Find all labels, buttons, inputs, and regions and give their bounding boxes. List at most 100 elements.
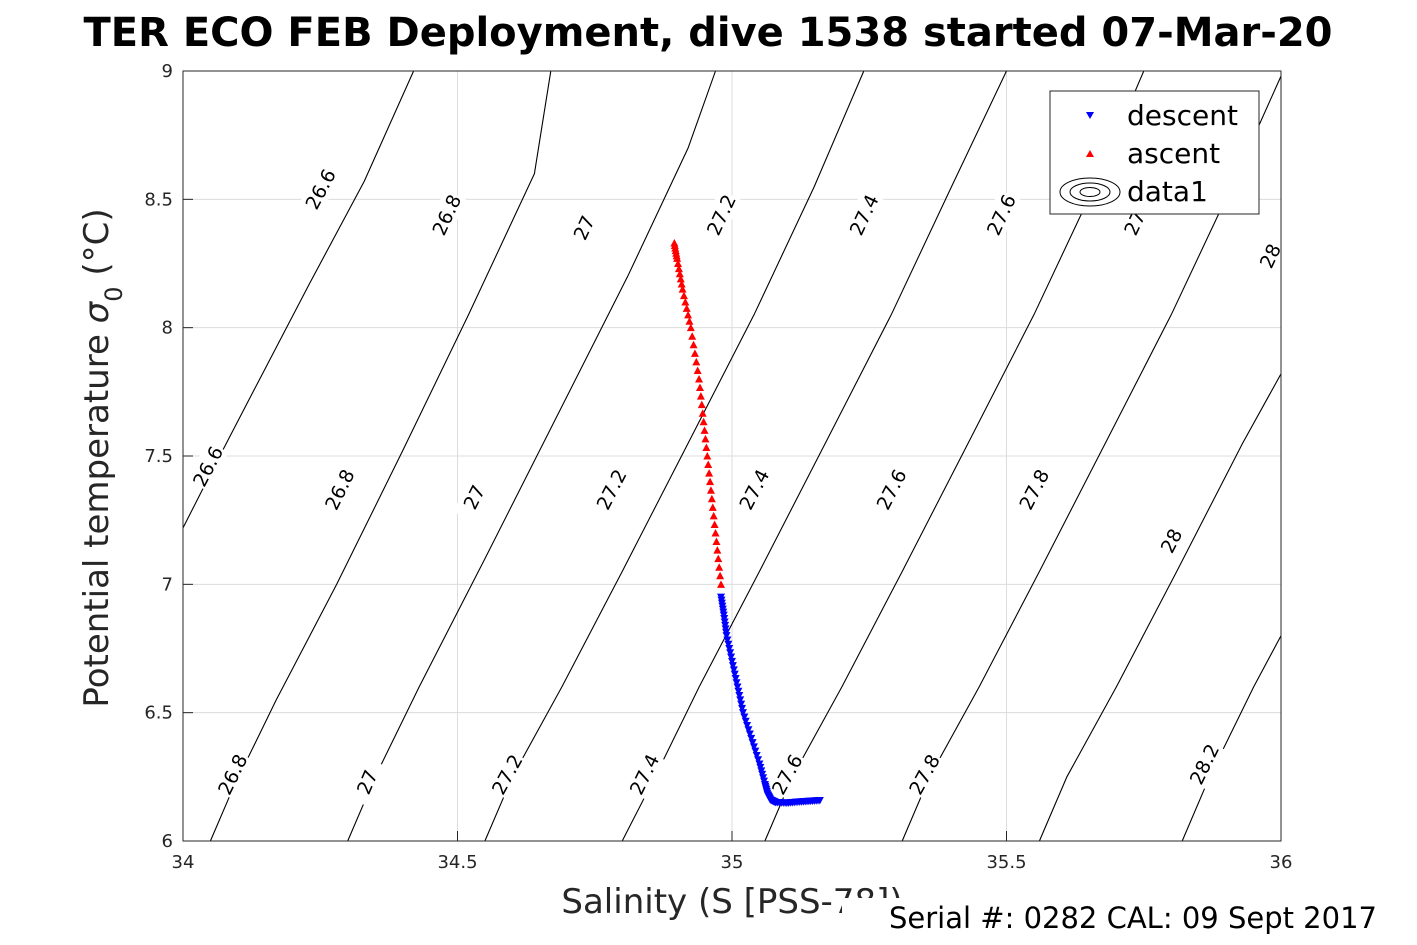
ascent-marker <box>699 417 708 426</box>
ascent-marker <box>695 383 704 392</box>
descent-marker <box>729 666 738 674</box>
ascent-marker <box>679 291 688 300</box>
contour-label-gap <box>980 189 1022 240</box>
contour-label-group: 26.8 <box>318 464 361 515</box>
data-markers <box>670 238 824 808</box>
density-contour-28 <box>1038 373 1282 842</box>
descent-marker <box>725 645 734 653</box>
descent-marker <box>738 704 747 713</box>
ascent-marker <box>704 460 713 469</box>
ascent-marker <box>710 520 719 528</box>
legend-ascent-marker <box>1086 150 1094 157</box>
ascent-marker <box>717 580 726 588</box>
descent-marker <box>752 751 761 760</box>
contour-label-gap <box>1183 738 1225 790</box>
descent-marker <box>741 717 750 726</box>
ascent-marker <box>707 494 716 503</box>
contour-label-gap <box>590 464 632 515</box>
descent-marker <box>734 687 743 696</box>
contour-label-group: 26.8 <box>211 749 253 800</box>
descent-marker <box>743 722 752 730</box>
descent-marker <box>723 636 732 644</box>
legend-ascent-label: ascent <box>1127 137 1220 170</box>
ascent-marker <box>697 400 706 409</box>
ascent-marker <box>700 426 709 434</box>
contour-label-group: 27.6 <box>870 464 912 515</box>
legend-descent-label: descent <box>1127 99 1238 132</box>
descent-marker <box>727 653 736 662</box>
legend-box <box>1049 90 1260 215</box>
contour-label-gap <box>733 464 775 515</box>
contour-label-gap <box>765 749 809 800</box>
ascent-marker <box>716 571 725 580</box>
descent-marker <box>735 692 744 700</box>
contour-label-group: 26.6 <box>186 441 229 492</box>
contour-label-group: 28 <box>1150 515 1192 566</box>
contour-label-gap <box>318 464 361 515</box>
ascent-marker <box>695 375 704 383</box>
x-tick-label: 34 <box>172 852 195 873</box>
contour-label-gap <box>299 164 342 215</box>
descent-marker <box>754 756 763 764</box>
footer-background <box>842 898 1382 938</box>
ascent-marker <box>670 238 679 247</box>
contour-label-group: 27 <box>563 202 605 253</box>
y-tick-label: 9 <box>162 61 173 82</box>
descent-marker <box>726 649 735 657</box>
contour-label-group: 27.6 <box>980 189 1022 240</box>
ascent-marker <box>675 269 684 278</box>
descent-marker <box>747 734 756 743</box>
ascent-marker <box>677 280 686 288</box>
y-axis-label: Potential temperature σ0 (°C) <box>77 208 128 707</box>
ascent-marker <box>674 259 683 267</box>
contour-label-group: 27.6 <box>765 749 809 800</box>
density-contour-27 <box>347 70 717 842</box>
descent-marker <box>722 632 731 640</box>
ascent-marker <box>703 452 712 460</box>
contour-label-group: 27.4 <box>733 464 775 515</box>
ascent-marker <box>696 392 705 400</box>
ascent-marker <box>715 563 724 571</box>
contour-label-gap <box>485 749 529 800</box>
descent-marker <box>740 713 749 721</box>
ascent-marker <box>688 332 697 340</box>
contour-label-group: 27.8 <box>903 749 946 800</box>
legend: descent ascent data1 <box>1049 90 1260 215</box>
contour-label-gap <box>426 189 467 240</box>
ascent-marker <box>693 366 702 374</box>
ascent-marker <box>682 304 691 312</box>
descent-marker <box>736 696 745 704</box>
ascent-marker <box>681 298 690 306</box>
ascent-marker <box>712 537 721 546</box>
descent-marker <box>745 730 754 739</box>
y-tick-label: 8 <box>162 318 173 339</box>
legend-data1-label: data1 <box>1127 175 1208 208</box>
legend-contour-icon <box>1059 177 1121 207</box>
ascent-marker <box>690 349 699 357</box>
descent-marker <box>728 657 736 666</box>
ascent-marker <box>701 434 710 443</box>
ascent-marker <box>686 323 695 332</box>
contour-label-group: 27.2 <box>590 464 632 515</box>
descent-marker <box>724 640 733 649</box>
ascent-marker <box>676 274 685 283</box>
descent-marker <box>737 700 746 709</box>
contour-label-group: 27.2 <box>700 189 742 240</box>
ascent-marker <box>713 546 722 554</box>
contour-label-gap <box>870 464 912 515</box>
contour-label-gap <box>211 749 253 800</box>
contour-label-gap <box>623 749 665 800</box>
x-tick-label: 36 <box>1270 852 1293 873</box>
descent-marker <box>749 743 758 751</box>
ascent-marker <box>705 469 714 477</box>
contour-label-group: 27.8 <box>1013 464 1055 515</box>
contour-label-group: 28 <box>1249 230 1291 281</box>
contour-label-gap <box>1150 515 1192 566</box>
contour-label-group: 26.8 <box>426 189 467 240</box>
axis-ticks: 34 34.5 35 35.5 36 6 6.5 7 7.5 8 8.5 9 <box>144 61 1292 873</box>
contour-label-gap <box>563 202 605 253</box>
contour-label-gap <box>843 189 885 240</box>
contour-label-group: 27.4 <box>623 749 665 800</box>
ascent-marker <box>714 554 723 563</box>
